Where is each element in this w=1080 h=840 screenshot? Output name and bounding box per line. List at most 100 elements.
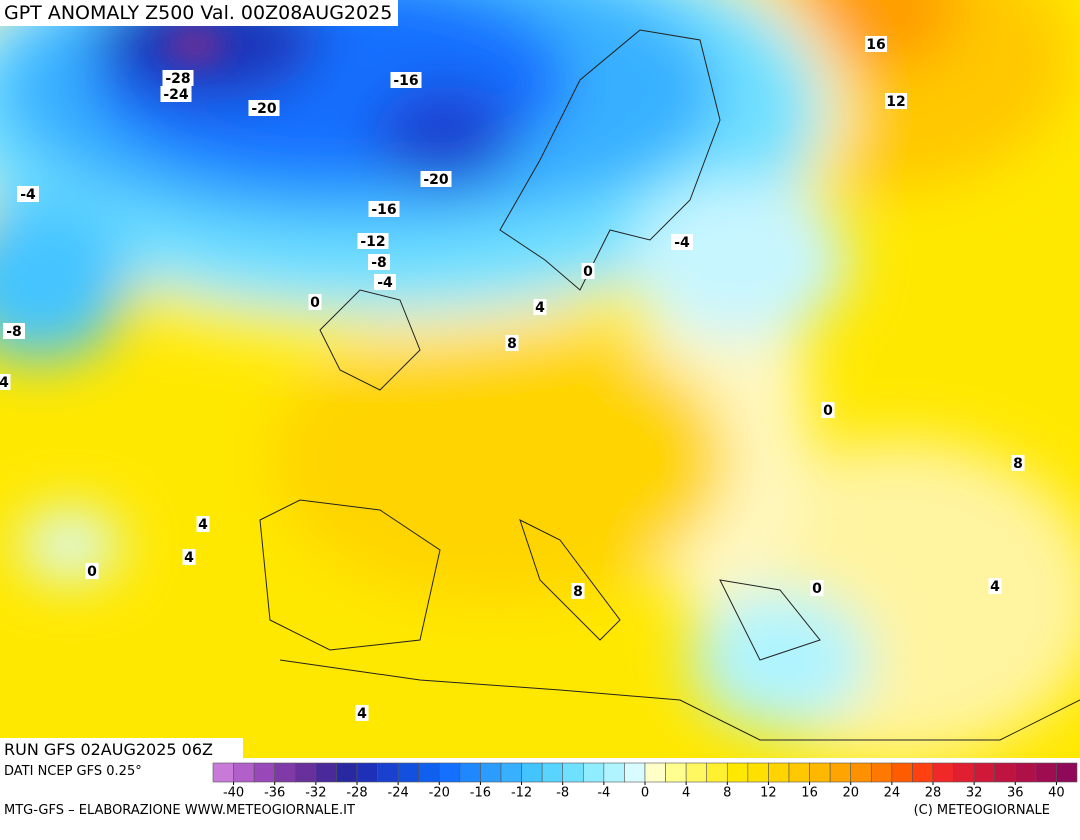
label-bg bbox=[355, 705, 369, 721]
color-swatch bbox=[644, 762, 666, 783]
footer-right: (C) METEOGIORNALE bbox=[913, 803, 1050, 818]
color-swatch bbox=[1056, 762, 1078, 783]
color-swatch bbox=[274, 762, 296, 783]
contour-label: -24 bbox=[163, 87, 189, 103]
contour-label: 4 bbox=[357, 706, 367, 722]
label-bg bbox=[196, 516, 210, 532]
color-swatch bbox=[726, 762, 749, 783]
color-swatch bbox=[480, 762, 502, 783]
color-swatch bbox=[850, 762, 872, 783]
label-bg bbox=[0, 374, 11, 390]
field bbox=[270, 320, 730, 600]
contour-label: -8 bbox=[371, 255, 387, 271]
color-swatch bbox=[1035, 762, 1057, 783]
label-bg bbox=[865, 36, 887, 52]
tick-label: -12 bbox=[511, 786, 532, 801]
color-swatch bbox=[829, 762, 852, 783]
color-swatch bbox=[891, 762, 913, 783]
contour-label: 0 bbox=[583, 264, 593, 280]
anomaly-fields bbox=[0, 0, 1080, 758]
tick-label: 12 bbox=[760, 786, 777, 801]
color-swatch bbox=[253, 762, 276, 783]
tick-label: -24 bbox=[388, 786, 409, 801]
label-bg bbox=[357, 233, 389, 249]
coastline bbox=[499, 29, 721, 291]
color-swatch bbox=[994, 762, 1016, 783]
coastline bbox=[279, 659, 1080, 741]
coastline bbox=[319, 289, 421, 391]
field bbox=[375, 85, 515, 185]
contour-label: 4 bbox=[990, 579, 1000, 595]
label-bg bbox=[505, 335, 519, 351]
contour-label: 0 bbox=[812, 581, 822, 597]
tick-label: -40 bbox=[223, 786, 244, 801]
color-swatch bbox=[932, 762, 954, 783]
color-swatch bbox=[973, 762, 996, 783]
label-bg bbox=[374, 274, 396, 290]
label-bg bbox=[248, 100, 280, 116]
color-swatch bbox=[356, 762, 378, 783]
field bbox=[165, 25, 225, 65]
map-title: GPT ANOMALY Z500 Val. 00Z08AUG2025 bbox=[0, 0, 399, 26]
label-bg bbox=[533, 299, 547, 315]
label-bg bbox=[581, 263, 595, 279]
tick-label: 36 bbox=[1007, 786, 1024, 801]
tick-label: 28 bbox=[925, 786, 942, 801]
field bbox=[20, 510, 120, 580]
label-bg bbox=[671, 234, 693, 250]
label-bg bbox=[821, 402, 835, 418]
tick-label: 16 bbox=[801, 786, 818, 801]
color-swatch bbox=[521, 762, 543, 783]
color-swatch bbox=[603, 762, 625, 783]
coastline bbox=[719, 579, 821, 661]
color-swatch bbox=[377, 762, 399, 783]
contour-label: -4 bbox=[20, 187, 36, 203]
label-bg bbox=[85, 563, 99, 579]
tick-label: -36 bbox=[264, 786, 285, 801]
color-swatch bbox=[336, 762, 358, 783]
color-swatch bbox=[624, 762, 646, 783]
label-bg bbox=[810, 580, 824, 596]
contour-label: -16 bbox=[393, 73, 418, 89]
label-bg bbox=[420, 171, 452, 187]
tick-label: -32 bbox=[305, 786, 326, 801]
color-swatch bbox=[438, 762, 461, 783]
label-bg bbox=[17, 186, 39, 202]
tick-label: 20 bbox=[842, 786, 859, 801]
coastlines bbox=[259, 29, 1080, 741]
contour-label: 4 bbox=[0, 375, 9, 391]
contour-label: -20 bbox=[251, 101, 277, 117]
label-bg bbox=[988, 578, 1002, 594]
color-swatch bbox=[500, 762, 522, 783]
field bbox=[0, 200, 130, 360]
color-swatch bbox=[1014, 762, 1037, 783]
tick-label: -8 bbox=[556, 786, 569, 801]
color-swatch bbox=[233, 762, 255, 783]
color-swatch bbox=[870, 762, 893, 783]
color-swatch bbox=[397, 762, 420, 783]
tick-label: 32 bbox=[966, 786, 983, 801]
colorbar: -40 -36 -32 -28 -24 -20 -16 -12 -8 -4 0 4 8 12 16 20 24 2… bbox=[212, 762, 1078, 801]
tick-label: -4 bbox=[597, 786, 610, 801]
color-swatch bbox=[747, 762, 769, 783]
label-bg bbox=[368, 201, 400, 217]
contour-label: -4 bbox=[377, 275, 393, 291]
contour-label: -16 bbox=[371, 202, 396, 218]
color-swatch bbox=[541, 762, 564, 783]
contour-label: 8 bbox=[507, 336, 517, 352]
color-swatch bbox=[788, 762, 810, 783]
label-bg bbox=[1011, 455, 1025, 471]
label-bg bbox=[162, 70, 194, 86]
contour-label: 4 bbox=[184, 550, 194, 566]
contour-label: 0 bbox=[87, 564, 97, 580]
contour-label: 8 bbox=[573, 584, 583, 600]
coastline bbox=[519, 519, 621, 641]
contour-label: 4 bbox=[535, 300, 545, 316]
tick-label: 40 bbox=[1048, 786, 1065, 801]
label-bg bbox=[3, 323, 25, 339]
contour-label: 8 bbox=[1013, 456, 1023, 472]
tick-label: -28 bbox=[346, 786, 367, 801]
color-swatch bbox=[706, 762, 728, 783]
tick-label: 8 bbox=[723, 786, 731, 801]
